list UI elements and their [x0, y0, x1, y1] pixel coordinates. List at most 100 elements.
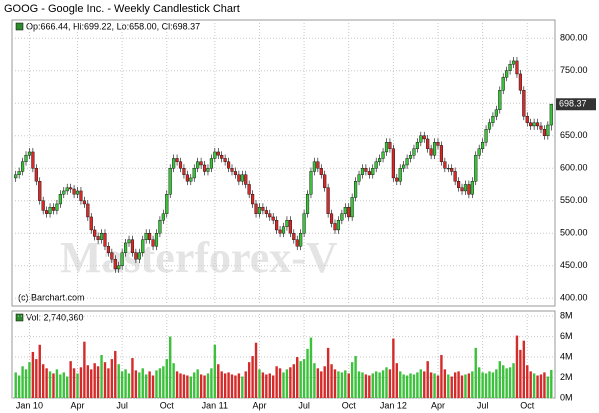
volume-bar — [131, 358, 134, 398]
volume-bar — [120, 371, 124, 398]
volume-bar — [127, 373, 131, 398]
volume-bar — [477, 367, 481, 398]
x-tick-label: Jan 12 — [380, 400, 407, 410]
candle-body — [460, 187, 464, 192]
volume-bar — [440, 355, 443, 398]
x-tick-label: Jul — [116, 400, 128, 410]
x-tick-label: Oct — [342, 400, 357, 410]
candle-body — [457, 180, 461, 188]
volume-bar — [347, 373, 350, 398]
volume-bar — [539, 374, 543, 398]
volume-bar — [302, 359, 306, 398]
legend-text: Op:666.44, Hi:699.22, Lo:658.00, Cl:698.… — [26, 21, 200, 31]
candle-body — [141, 239, 145, 253]
candle-body — [398, 167, 402, 182]
volume-bar — [316, 368, 320, 398]
volume-bar — [344, 370, 347, 398]
candle-body — [474, 154, 478, 182]
volume-bar — [155, 370, 158, 398]
volume-bar — [388, 369, 392, 398]
candle-body — [247, 184, 251, 195]
volume-bar — [323, 366, 326, 398]
candle-body — [192, 167, 196, 179]
volume-bar — [399, 371, 402, 398]
candle-body — [374, 161, 378, 169]
candle-body — [432, 141, 437, 156]
candle-body — [51, 206, 56, 211]
volume-bar — [148, 371, 151, 398]
volume-bar — [505, 368, 508, 398]
volume-bar — [546, 376, 550, 398]
volume-bar — [433, 373, 436, 398]
volume-bar — [227, 372, 230, 398]
volume-bar — [326, 347, 330, 398]
volume-bar — [247, 362, 251, 398]
candle-body — [340, 213, 344, 221]
candle-body — [268, 213, 272, 218]
candle-body — [446, 167, 450, 170]
volume-bar — [268, 373, 271, 398]
candle-body — [202, 164, 207, 172]
volume-bar — [515, 335, 519, 398]
volume-bar — [86, 365, 90, 398]
candle-body — [79, 190, 83, 201]
volume-bar — [31, 351, 35, 398]
volume-bar — [234, 375, 237, 398]
volume-bar — [93, 363, 96, 398]
candle-body — [48, 206, 52, 214]
candle-body — [257, 206, 262, 214]
volume-bar — [21, 366, 24, 398]
candle-body — [405, 158, 409, 166]
volume-bar — [165, 359, 168, 398]
candle-body — [261, 206, 265, 211]
volume-bar — [217, 364, 220, 398]
candle-body — [124, 242, 128, 253]
volume-bar — [340, 372, 344, 398]
volume-bar — [35, 359, 38, 398]
candle-body — [86, 203, 90, 218]
candle-body — [161, 213, 165, 221]
candle-body — [412, 148, 416, 156]
candle-body — [31, 151, 35, 169]
volume-bar — [436, 375, 440, 398]
candle-body — [281, 226, 286, 234]
volume-bar — [90, 369, 93, 398]
candle-body — [419, 135, 423, 143]
x-tick-label: Apr — [71, 400, 85, 410]
candle-body — [354, 180, 358, 198]
candle-body — [542, 128, 546, 136]
candle-body — [364, 167, 368, 172]
candle-body — [292, 232, 296, 240]
volume-bar — [138, 372, 141, 398]
candle-body — [336, 219, 341, 231]
volume-bar — [103, 362, 107, 398]
volume-bar — [285, 369, 289, 398]
candle-body — [17, 171, 21, 175]
volume-bar — [182, 374, 186, 398]
candle-body — [96, 236, 100, 240]
candle-body — [14, 174, 18, 179]
candle-body — [230, 167, 234, 172]
candle-body — [24, 154, 28, 162]
volume-bar — [333, 369, 337, 398]
candle-body — [72, 188, 76, 195]
y-tick-label: 550.00 — [560, 195, 588, 205]
volume-bar — [457, 371, 460, 398]
candle-body — [168, 167, 172, 195]
volume-bar — [374, 371, 378, 398]
x-tick-label: Apr — [252, 400, 266, 410]
volume-bar — [447, 374, 450, 398]
volume-bar — [330, 364, 333, 398]
volume-bar — [526, 365, 529, 398]
candle-body — [271, 216, 275, 221]
last-price-label: 698.37 — [559, 99, 587, 109]
volume-bar — [55, 369, 59, 398]
y-tick-label: 600.00 — [560, 163, 588, 173]
candle-body — [220, 154, 224, 159]
candle-body — [470, 180, 474, 195]
candle-body — [309, 171, 313, 195]
candle-body — [99, 232, 104, 240]
volume-bar — [306, 348, 309, 398]
candle-body — [264, 210, 268, 214]
volume-bar — [371, 373, 374, 398]
